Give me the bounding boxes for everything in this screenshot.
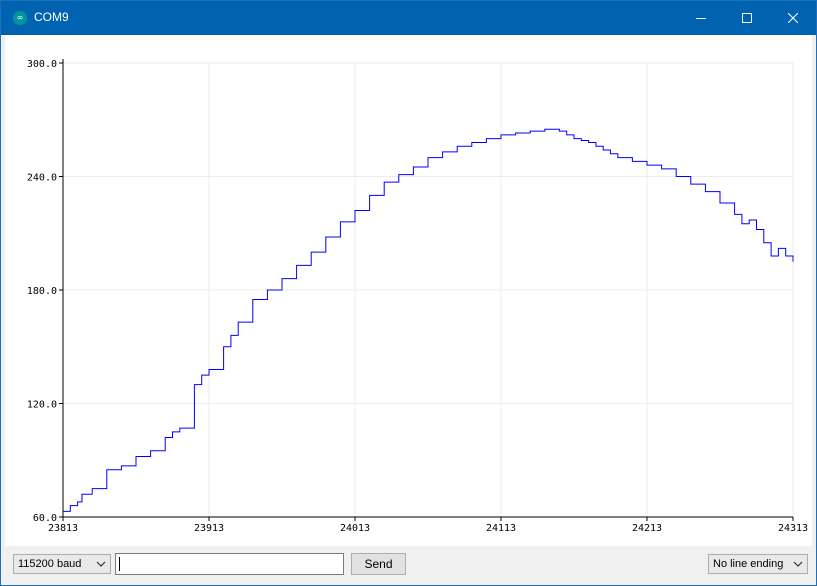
send-button[interactable]: Send xyxy=(351,553,406,575)
minimize-icon xyxy=(696,18,706,19)
line-ending-value: No line ending xyxy=(713,558,784,570)
arduino-infinity-icon: ∞ xyxy=(13,11,27,25)
series-line xyxy=(63,128,794,512)
baud-rate-select[interactable]: 115200 baud xyxy=(13,554,111,574)
y-tick-label: 120.0 xyxy=(27,400,57,411)
x-tick-label: 24313 xyxy=(778,523,808,534)
serial-input[interactable] xyxy=(115,553,344,575)
window-title: COM9 xyxy=(34,10,69,24)
axes xyxy=(59,59,794,521)
x-tick-label: 23813 xyxy=(48,523,78,534)
y-tick-label: 300.0 xyxy=(27,59,57,70)
y-tick-label: 60.0 xyxy=(33,513,57,524)
tick-labels: 23813 23913 24013 24113 24213 24313 60.0 120.0 1… xyxy=(27,59,808,534)
x-tick-label: 23913 xyxy=(194,523,224,534)
grid-lines xyxy=(62,62,794,518)
maximize-button[interactable] xyxy=(724,1,770,35)
chevron-down-icon xyxy=(793,561,803,567)
maximize-icon xyxy=(742,13,752,23)
baud-rate-value: 115200 baud xyxy=(18,558,82,570)
line-chart: 23813 23913 24013 24113 24213 24313 60.0 120.0 1… xyxy=(27,59,808,534)
close-button[interactable] xyxy=(770,1,816,35)
close-icon xyxy=(788,13,798,23)
plot-area: 23813 23913 24013 24113 24213 24313 60.0 120.0 1… xyxy=(5,35,812,546)
text-caret xyxy=(119,557,120,571)
y-tick-label: 180.0 xyxy=(27,286,57,297)
bottom-toolbar: 115200 baud Send No line ending xyxy=(1,546,816,585)
line-ending-select[interactable]: No line ending xyxy=(708,554,808,574)
x-tick-label: 24213 xyxy=(632,523,662,534)
minimize-button[interactable] xyxy=(678,1,724,35)
x-tick-label: 24013 xyxy=(340,523,370,534)
series-group xyxy=(63,128,794,512)
chevron-down-icon xyxy=(96,561,106,567)
title-bar[interactable]: ∞ COM9 xyxy=(1,1,816,35)
y-tick-label: 240.0 xyxy=(27,173,57,184)
x-tick-label: 24113 xyxy=(486,523,516,534)
